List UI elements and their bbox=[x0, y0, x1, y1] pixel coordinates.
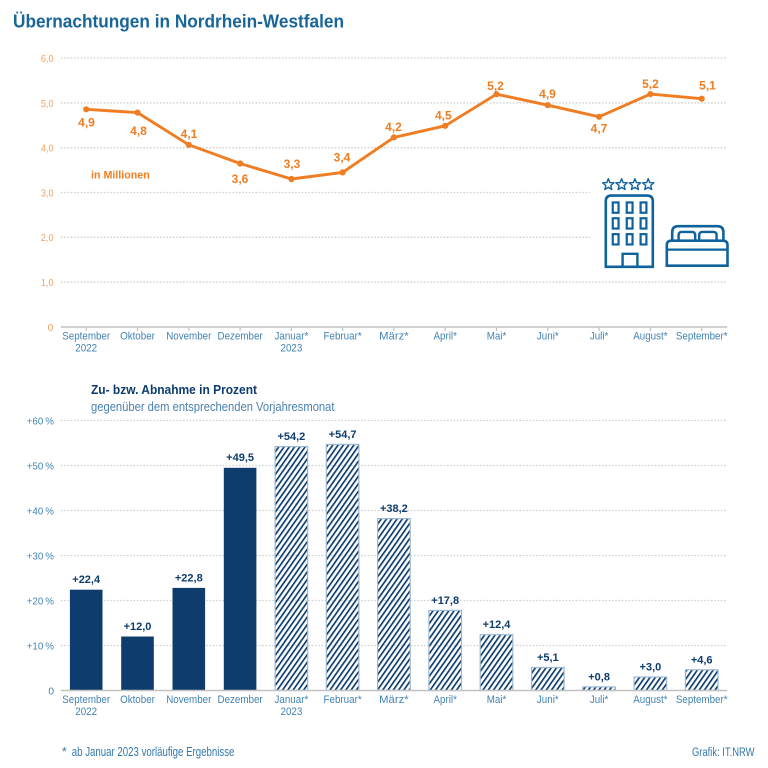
svg-text:in Millionen: in Millionen bbox=[91, 169, 150, 181]
svg-text:+12,0: +12,0 bbox=[124, 621, 152, 633]
svg-text:November: November bbox=[166, 694, 212, 706]
svg-text:Mai*: Mai* bbox=[487, 694, 507, 706]
svg-text:März*: März* bbox=[379, 331, 408, 343]
svg-text:+54,7: +54,7 bbox=[329, 429, 357, 441]
svg-text:ab Januar 2023 vorläufige Erge: ab Januar 2023 vorläufige Ergebnisse bbox=[72, 744, 235, 759]
svg-text:April*: April* bbox=[434, 694, 457, 706]
svg-text:2023: 2023 bbox=[281, 706, 303, 718]
svg-text:5,1: 5,1 bbox=[699, 79, 716, 93]
svg-text:+49,5: +49,5 bbox=[226, 452, 254, 464]
svg-text:+40 %: +40 % bbox=[27, 506, 54, 517]
svg-text:+30 %: +30 % bbox=[27, 551, 54, 562]
svg-text:September: September bbox=[62, 331, 110, 343]
svg-text:Mai*: Mai* bbox=[487, 331, 507, 343]
svg-text:Juni*: Juni* bbox=[537, 331, 559, 343]
svg-text:Dezember: Dezember bbox=[218, 331, 264, 343]
svg-text:+0,8: +0,8 bbox=[588, 671, 610, 683]
svg-text:+22,8: +22,8 bbox=[175, 572, 203, 584]
svg-text:4,2: 4,2 bbox=[385, 120, 402, 134]
svg-text:2022: 2022 bbox=[75, 343, 97, 355]
svg-text:+3,0: +3,0 bbox=[640, 662, 662, 674]
svg-text:4,9: 4,9 bbox=[78, 116, 95, 130]
svg-text:2,0: 2,0 bbox=[41, 232, 54, 244]
svg-text:+17,8: +17,8 bbox=[431, 595, 459, 607]
svg-text:2023: 2023 bbox=[281, 343, 303, 355]
svg-text:+5,1: +5,1 bbox=[537, 652, 559, 664]
svg-text:4,7: 4,7 bbox=[591, 122, 608, 136]
svg-text:Dezember: Dezember bbox=[218, 694, 264, 706]
svg-text:Januar*: Januar* bbox=[275, 694, 309, 706]
svg-text:Januar*: Januar* bbox=[275, 331, 309, 343]
svg-text:5,2: 5,2 bbox=[487, 79, 504, 93]
svg-text:0: 0 bbox=[48, 686, 54, 697]
svg-text:1,0: 1,0 bbox=[41, 277, 54, 289]
svg-text:4,8: 4,8 bbox=[130, 124, 147, 138]
svg-text:+38,2: +38,2 bbox=[380, 503, 408, 515]
svg-text:3,4: 3,4 bbox=[334, 151, 351, 165]
svg-text:+60 %: +60 % bbox=[27, 416, 54, 427]
svg-text:Juni*: Juni* bbox=[537, 694, 559, 706]
svg-text:4,9: 4,9 bbox=[539, 87, 556, 101]
svg-text:August*: August* bbox=[633, 694, 667, 706]
svg-text:0: 0 bbox=[48, 322, 54, 334]
svg-text:+22,4: +22,4 bbox=[72, 574, 101, 586]
svg-text:+50 %: +50 % bbox=[27, 461, 54, 472]
svg-text:+10 %: +10 % bbox=[27, 641, 54, 652]
svg-text:+20 %: +20 % bbox=[27, 596, 54, 607]
svg-text:3,3: 3,3 bbox=[284, 157, 301, 171]
svg-text:4,1: 4,1 bbox=[181, 127, 198, 141]
svg-text:März*: März* bbox=[379, 694, 408, 706]
svg-text:6,0: 6,0 bbox=[41, 53, 54, 65]
svg-text:Grafik: IT.NRW: Grafik: IT.NRW bbox=[692, 745, 755, 759]
svg-text:September*: September* bbox=[676, 331, 728, 343]
svg-text:+12,4: +12,4 bbox=[483, 619, 512, 631]
svg-text:Zu- bzw. Abnahme in Prozent: Zu- bzw. Abnahme in Prozent bbox=[91, 382, 258, 397]
svg-text:Februar*: Februar* bbox=[324, 694, 362, 706]
svg-text:3,6: 3,6 bbox=[232, 172, 249, 186]
svg-text:+4,6: +4,6 bbox=[691, 654, 713, 666]
svg-text:Juli*: Juli* bbox=[590, 331, 609, 343]
svg-text:Übernachtungen in Nordrhein-We: Übernachtungen in Nordrhein-Westfalen bbox=[13, 11, 344, 31]
svg-text:Juli*: Juli* bbox=[590, 694, 609, 706]
svg-text:5,0: 5,0 bbox=[41, 98, 54, 110]
svg-text:Februar*: Februar* bbox=[324, 331, 362, 343]
svg-text:5,2: 5,2 bbox=[642, 77, 659, 91]
svg-text:gegenüber dem entsprechenden V: gegenüber dem entsprechenden Vorjahresmo… bbox=[91, 399, 335, 414]
svg-text:November: November bbox=[166, 331, 212, 343]
svg-text:+54,2: +54,2 bbox=[277, 431, 305, 443]
svg-text:April*: April* bbox=[434, 331, 457, 343]
svg-text:September: September bbox=[62, 694, 110, 706]
svg-text:September*: September* bbox=[676, 694, 728, 706]
svg-text:4,5: 4,5 bbox=[435, 108, 452, 122]
svg-text:3,0: 3,0 bbox=[41, 187, 54, 199]
svg-text:August*: August* bbox=[633, 331, 667, 343]
svg-text:*: * bbox=[62, 745, 67, 759]
svg-text:Oktober: Oktober bbox=[120, 331, 155, 343]
svg-text:4,0: 4,0 bbox=[41, 143, 54, 155]
svg-text:Oktober: Oktober bbox=[120, 694, 155, 706]
svg-text:2022: 2022 bbox=[75, 706, 97, 718]
